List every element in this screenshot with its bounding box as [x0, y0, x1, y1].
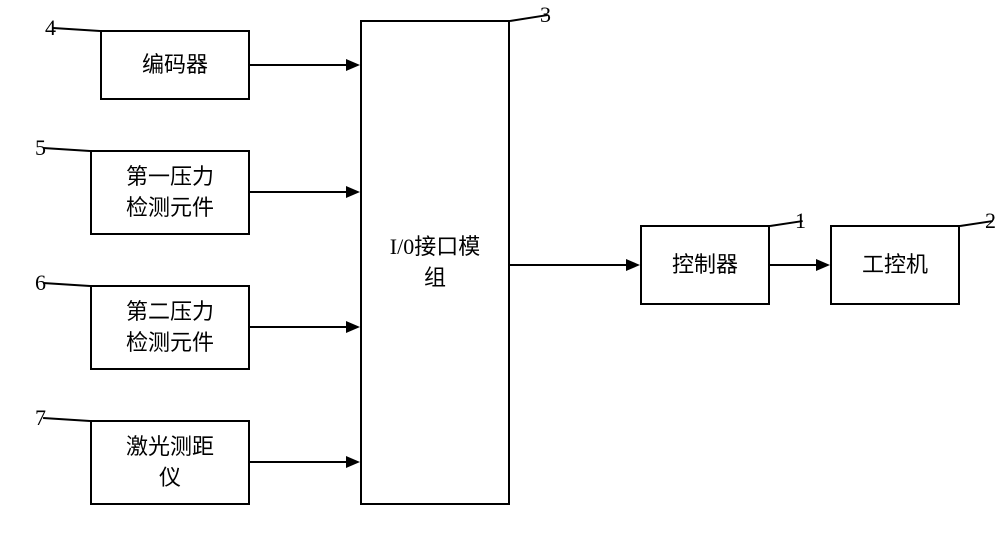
arrow-line-encoder-to-io_module — [250, 64, 346, 66]
box-encoder: 编码器 — [100, 30, 250, 100]
leader-label-io_module: 3 — [540, 2, 551, 28]
box-io_module: I/0接口模 组 — [360, 20, 510, 505]
leader-label-pressure2: 6 — [35, 270, 46, 296]
arrow-line-controller-to-ipc — [770, 264, 816, 266]
leader-line-pressure1 — [43, 147, 90, 152]
arrow-line-pressure2-to-io_module — [250, 326, 346, 328]
arrow-head-encoder-to-io_module — [346, 59, 360, 71]
box-pressure2: 第二压力 检测元件 — [90, 285, 250, 370]
leader-line-encoder — [53, 27, 100, 32]
leader-label-pressure1: 5 — [35, 135, 46, 161]
box-ipc: 工控机 — [830, 225, 960, 305]
box-laser: 激光测距 仪 — [90, 420, 250, 505]
leader-label-laser: 7 — [35, 405, 46, 431]
leader-line-laser — [43, 417, 90, 422]
arrow-head-controller-to-ipc — [816, 259, 830, 271]
arrow-head-laser-to-io_module — [346, 456, 360, 468]
arrow-line-pressure1-to-io_module — [250, 191, 346, 193]
arrow-head-io_module-to-controller — [626, 259, 640, 271]
box-controller: 控制器 — [640, 225, 770, 305]
leader-label-encoder: 4 — [45, 15, 56, 41]
arrow-line-io_module-to-controller — [510, 264, 626, 266]
box-pressure1: 第一压力 检测元件 — [90, 150, 250, 235]
leader-line-pressure2 — [43, 282, 90, 287]
leader-label-ipc: 2 — [985, 208, 996, 234]
arrow-line-laser-to-io_module — [250, 461, 346, 463]
arrow-head-pressure1-to-io_module — [346, 186, 360, 198]
arrow-head-pressure2-to-io_module — [346, 321, 360, 333]
leader-label-controller: 1 — [795, 208, 806, 234]
